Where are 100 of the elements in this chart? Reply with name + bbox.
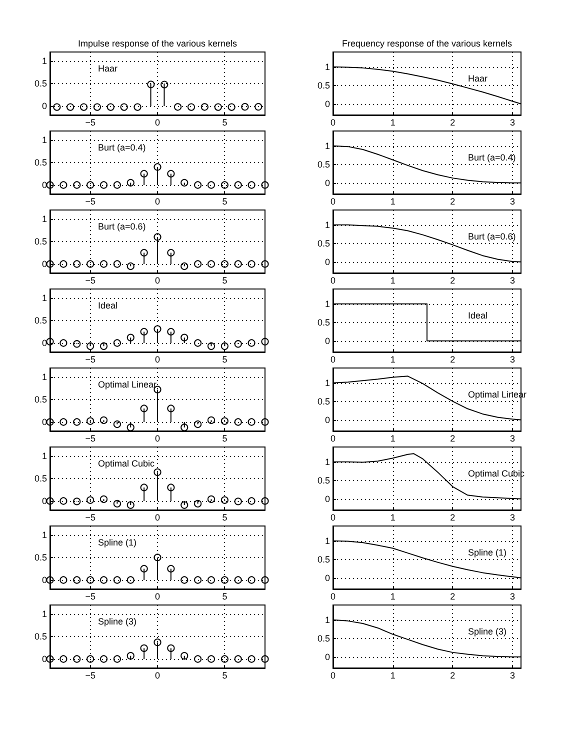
point bbox=[126, 334, 134, 342]
y-tick-label: 0.5 bbox=[317, 80, 330, 90]
annotation: Ideal bbox=[98, 300, 118, 310]
point bbox=[140, 328, 148, 336]
x-tick-label: 0 bbox=[154, 196, 160, 206]
x-tick-label: 1 bbox=[390, 196, 396, 206]
y-tick-label: 0.5 bbox=[317, 554, 330, 564]
x-tick-label: 1 bbox=[390, 592, 396, 602]
annotation: Burt (a=0.4) bbox=[468, 152, 516, 162]
x-tick-label: 5 bbox=[222, 196, 228, 206]
point bbox=[113, 500, 121, 508]
annotation: Spline (3) bbox=[468, 626, 507, 636]
point bbox=[113, 339, 121, 347]
x-tick-label: 2 bbox=[450, 670, 456, 680]
y-tick-label: 1 bbox=[42, 56, 47, 66]
point bbox=[194, 576, 202, 584]
annotation: Optimal Cubic bbox=[98, 458, 156, 468]
y-tick-label: 1 bbox=[324, 140, 330, 151]
point bbox=[194, 500, 202, 508]
point bbox=[194, 181, 202, 189]
point bbox=[207, 416, 216, 424]
point bbox=[126, 501, 134, 509]
point bbox=[100, 576, 108, 584]
point bbox=[180, 424, 188, 432]
y-tick-label: 1 bbox=[42, 530, 47, 540]
point bbox=[261, 576, 269, 584]
point bbox=[220, 342, 228, 350]
point bbox=[140, 484, 148, 492]
annotation: Spline (3) bbox=[98, 616, 137, 626]
x-tick-label: 0 bbox=[154, 434, 160, 444]
x-tick-label: 5 bbox=[222, 434, 228, 444]
point bbox=[46, 260, 54, 268]
y-tick-label: 0.5 bbox=[34, 474, 47, 484]
point bbox=[60, 418, 68, 426]
point bbox=[234, 655, 242, 663]
x-tick-label: 2 bbox=[450, 592, 456, 602]
point bbox=[248, 497, 256, 505]
point bbox=[180, 334, 188, 342]
y-tick-label: 1 bbox=[324, 378, 330, 388]
y-tick-label: 0 bbox=[42, 417, 47, 427]
y-tick-label: 1 bbox=[42, 214, 47, 224]
x-tick-label: 5 bbox=[222, 354, 228, 364]
point bbox=[167, 484, 175, 492]
point bbox=[140, 404, 148, 412]
point bbox=[167, 170, 175, 178]
point bbox=[234, 340, 242, 348]
point bbox=[86, 655, 94, 663]
point bbox=[126, 262, 134, 270]
point bbox=[86, 496, 94, 504]
annotation: Haar bbox=[98, 64, 118, 74]
x-tick-label: 3 bbox=[510, 434, 516, 444]
x-tick-label: 1 bbox=[390, 670, 396, 680]
point bbox=[86, 576, 94, 584]
x-tick-label: −5 bbox=[85, 276, 96, 286]
point bbox=[261, 497, 269, 505]
y-tick-label: 0.5 bbox=[317, 475, 330, 486]
y-tick-label: 0 bbox=[42, 496, 47, 506]
y-tick-label: 0.5 bbox=[34, 552, 47, 562]
point bbox=[126, 576, 134, 584]
point bbox=[46, 497, 54, 505]
point bbox=[73, 655, 81, 663]
y-tick-label: 0 bbox=[324, 256, 330, 267]
point bbox=[73, 498, 81, 506]
point bbox=[220, 496, 228, 504]
y-tick-label: 0 bbox=[324, 572, 330, 583]
y-tick-label: 0.5 bbox=[34, 394, 47, 404]
point bbox=[126, 652, 134, 660]
y-tick-label: 1 bbox=[324, 298, 330, 309]
point bbox=[60, 339, 68, 347]
point bbox=[207, 576, 216, 584]
x-tick-label: 5 bbox=[222, 512, 228, 522]
point bbox=[167, 564, 175, 573]
point bbox=[113, 655, 121, 663]
x-tick-label: −5 bbox=[85, 118, 96, 128]
point bbox=[220, 655, 228, 663]
point bbox=[60, 576, 68, 584]
x-tick-label: 5 bbox=[222, 276, 228, 286]
point bbox=[73, 260, 81, 268]
point bbox=[154, 163, 162, 171]
point bbox=[46, 338, 54, 346]
chart-title: Impulse response of the various kernels bbox=[78, 38, 238, 48]
point bbox=[234, 576, 242, 584]
x-tick-label: 3 bbox=[510, 276, 516, 286]
y-tick-label: 0.5 bbox=[34, 316, 47, 326]
point bbox=[234, 498, 242, 506]
y-tick-label: 0 bbox=[42, 338, 47, 348]
y-tick-label: 0 bbox=[42, 575, 47, 585]
point bbox=[261, 655, 269, 663]
point bbox=[167, 644, 175, 652]
annotation: Burt (a=0.4) bbox=[98, 142, 146, 152]
point bbox=[194, 260, 202, 268]
point bbox=[261, 260, 269, 268]
point bbox=[207, 655, 216, 663]
point bbox=[126, 178, 134, 187]
annotation: Burt (a=0.6) bbox=[98, 222, 146, 232]
point bbox=[167, 248, 175, 257]
point bbox=[180, 262, 188, 270]
point bbox=[100, 495, 108, 503]
point bbox=[100, 416, 108, 424]
point bbox=[140, 248, 148, 257]
